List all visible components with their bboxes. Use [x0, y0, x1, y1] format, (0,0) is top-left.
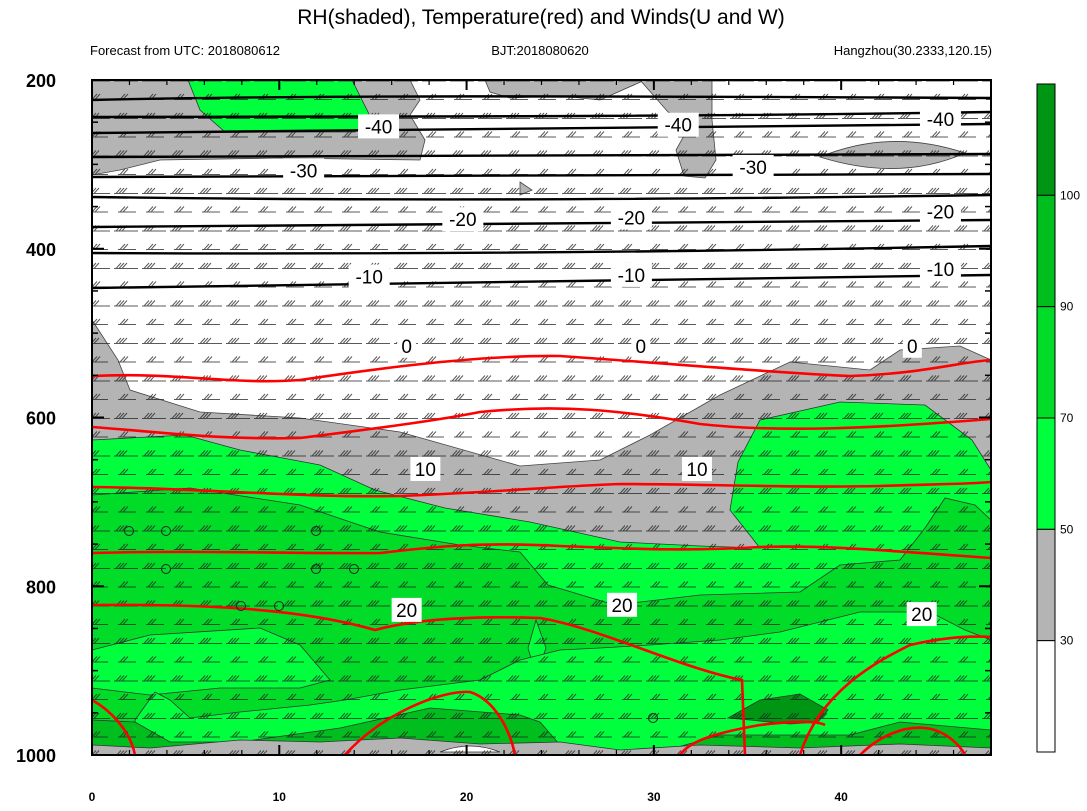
chart-subtitle-right: Hangzhou(30.2333,120.15) [834, 43, 992, 58]
contour-labels: -40 -40 -40 -30 -30 -20 -20 -20 -10 -10 -10 0 0 0 10 10… [283, 106, 961, 627]
x-tick-label: 10 [273, 790, 287, 804]
temp-contour [344, 690, 517, 755]
x-tick-label: 30 [647, 790, 661, 804]
x-tick-label: 20 [460, 790, 474, 804]
contour-label: 0 [401, 337, 412, 358]
calm-circle [311, 526, 321, 536]
upper-contours [92, 95, 991, 290]
contour-label: 0 [907, 337, 918, 358]
contour-label-bg [391, 597, 422, 622]
y-tick-label: 1000 [16, 746, 56, 766]
contour-label-bg [358, 114, 400, 139]
upper-contour [92, 172, 991, 179]
calm-circle [274, 601, 284, 611]
temp-contour [92, 603, 747, 755]
colorbar: 30 50 70 90 100 [1036, 83, 1080, 753]
contour-label: 0 [635, 337, 646, 358]
contour-label: -10 [355, 268, 382, 289]
contour-label-bg [410, 456, 441, 481]
contour-label-bg [283, 158, 325, 183]
x-tick-label: 40 [834, 790, 848, 804]
temp-contour [92, 543, 991, 560]
colorbar-box [1036, 640, 1056, 753]
temp-contour [678, 720, 826, 755]
contour-label-bg [657, 112, 699, 137]
contour-label: 10 [686, 460, 707, 481]
colorbar-box [1036, 417, 1056, 530]
chart-title: RH(shaded), Temperature(red) and Winds(U… [297, 6, 784, 29]
contour-label: 20 [396, 601, 417, 622]
colorbar-box [1036, 306, 1056, 419]
calm-markers [124, 526, 658, 723]
plot-area: -40 -40 -40 -30 -30 -20 -20 -20 -10 -10 -10 0 0 0 10 10… [92, 80, 991, 755]
contour-label: -20 [618, 209, 645, 230]
contour-label-bg [681, 456, 712, 481]
calm-circle [161, 526, 171, 536]
temp-contour [859, 726, 967, 755]
contour-label-bg [631, 333, 651, 358]
temp-contours [92, 354, 991, 755]
y-tick-label: 600 [26, 409, 56, 429]
y-tick-label: 200 [26, 71, 56, 91]
contour-label: 10 [415, 460, 436, 481]
colorbar-label: 50 [1060, 522, 1074, 536]
calm-circle [311, 564, 321, 574]
temp-contour [798, 635, 991, 755]
contour-label-bg [607, 592, 638, 617]
contour-label-bg [732, 154, 774, 179]
upper-contour [92, 273, 991, 290]
calm-circle [349, 564, 359, 574]
upper-contour [92, 193, 991, 201]
contour-label-bg [919, 257, 961, 281]
upper-contour [92, 110, 991, 119]
contour-label: -40 [365, 117, 392, 138]
contour-label: -40 [664, 116, 691, 137]
contour-label-bg [442, 207, 484, 232]
upper-contour [92, 244, 991, 255]
calm-circle [236, 601, 246, 611]
contour-label-bg [397, 333, 417, 358]
contour-label-bg [610, 205, 652, 230]
contour-label-bg [902, 333, 922, 358]
temp-contour [92, 480, 991, 498]
contour-label-bg [348, 264, 390, 289]
contour-label-bg [919, 199, 961, 224]
contour-label: 20 [611, 596, 632, 617]
y-tick-label: 800 [26, 577, 56, 597]
colorbar-label: 70 [1060, 411, 1074, 425]
contour-label: -40 [927, 110, 954, 131]
contour-label: -10 [927, 260, 954, 281]
contour-label: -30 [739, 158, 766, 179]
colorbar-label: 100 [1060, 188, 1080, 202]
calm-circle [648, 713, 658, 723]
contour-label: -20 [927, 203, 954, 224]
colorbar-label: 30 [1060, 634, 1074, 648]
upper-contour [92, 95, 991, 102]
contour-label: 20 [911, 605, 932, 626]
contour-label: -10 [618, 266, 645, 287]
chart-subtitle-left: Forecast from UTC: 2018080612 [90, 43, 280, 58]
colorbar-box [1036, 194, 1056, 308]
colorbar-label: 90 [1060, 300, 1074, 314]
upper-contour [92, 122, 991, 135]
contour-label: -20 [449, 210, 476, 231]
contour-label-bg [906, 602, 937, 627]
colorbar-box [1036, 83, 1056, 196]
x-tick-label: 0 [89, 790, 96, 804]
contour-label: -30 [290, 161, 317, 182]
contour-label-bg [919, 106, 961, 131]
chart-subtitle-center: BJT:2018080620 [491, 43, 589, 58]
temp-contour [92, 698, 137, 755]
wind-barbs [92, 80, 991, 755]
temp-contour [92, 407, 991, 440]
temp-contour [92, 354, 991, 383]
contour-label-bg [610, 262, 652, 287]
calm-circle [124, 526, 134, 536]
y-tick-label: 400 [26, 240, 56, 260]
calm-circle [161, 564, 171, 574]
colorbar-box [1036, 528, 1056, 642]
